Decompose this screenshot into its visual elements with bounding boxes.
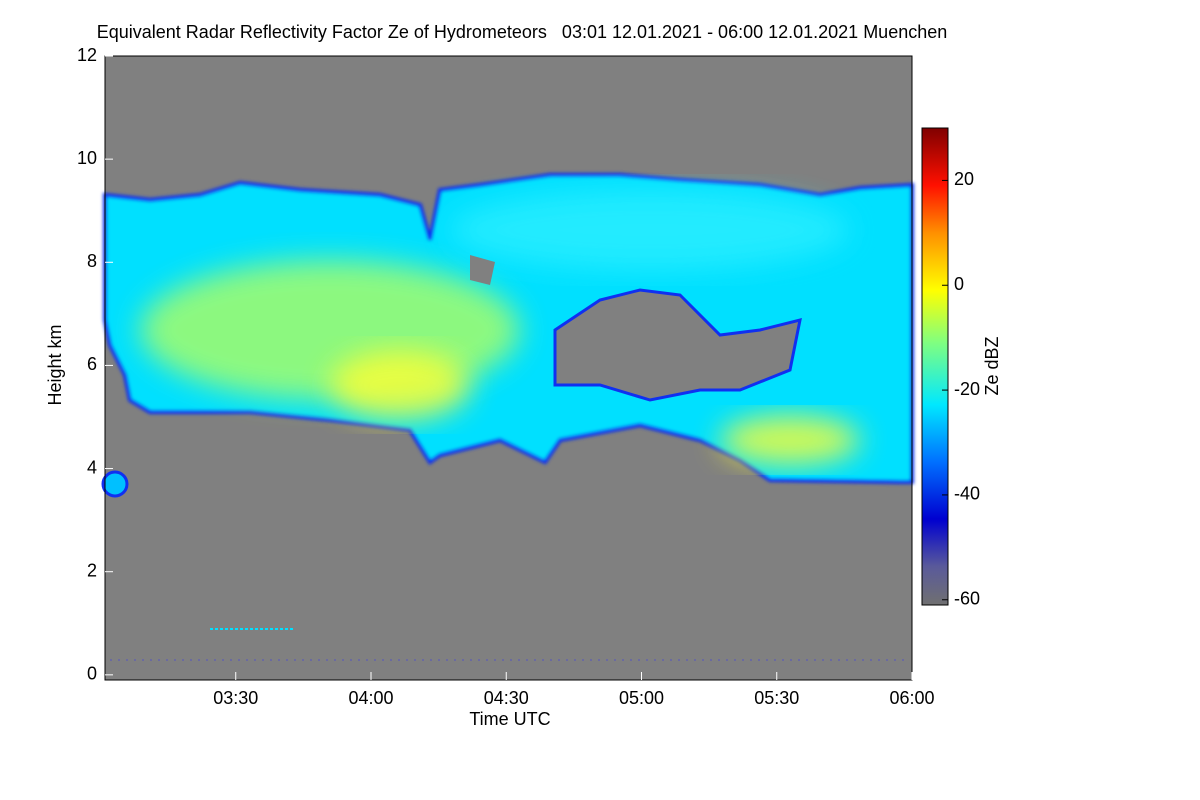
- y-tick-label: 8: [87, 251, 97, 271]
- y-tick-label: 6: [87, 354, 97, 374]
- cloud-hole: [470, 255, 495, 285]
- x-tick-label: 03:30: [213, 688, 258, 708]
- x-tick-label: 05:00: [619, 688, 664, 708]
- y-tick-label: 0: [87, 664, 97, 684]
- x-axis-label: Time UTC: [469, 709, 550, 729]
- colorbar-tick-label: -20: [954, 379, 980, 399]
- cloud-blob: [101, 470, 129, 498]
- y-axis-label: Height km: [45, 324, 65, 405]
- y-tick-label: 4: [87, 457, 97, 477]
- cloud-hole: [553, 288, 802, 402]
- x-tick-label: 04:00: [348, 688, 393, 708]
- x-tick-label: 06:00: [889, 688, 934, 708]
- x-tick-label: 05:30: [754, 688, 799, 708]
- high-echo: [720, 415, 860, 465]
- x-tick-label: 04:30: [484, 688, 529, 708]
- y-tick-label: 2: [87, 560, 97, 580]
- colorbar-tick-label: -60: [954, 589, 980, 609]
- colorbar-tick-label: -40: [954, 484, 980, 504]
- cloud-top: [450, 190, 850, 270]
- y-tick-label: 10: [77, 148, 97, 168]
- reflectivity-field: [101, 173, 914, 661]
- chart-title: Equivalent Radar Reflectivity Factor Ze …: [97, 22, 948, 42]
- high-echo: [330, 350, 470, 420]
- y-tick-label: 12: [77, 45, 97, 65]
- colorbar-tick-label: 0: [954, 274, 964, 294]
- colorbar: [921, 127, 949, 606]
- colorbar-label: Ze dBZ: [982, 336, 1002, 395]
- colorbar-tick-label: 20: [954, 169, 974, 189]
- plot-frame: [104, 55, 913, 681]
